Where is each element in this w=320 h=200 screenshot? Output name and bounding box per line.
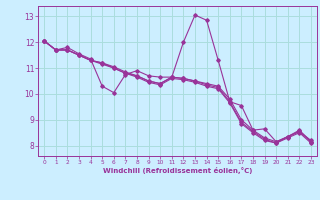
X-axis label: Windchill (Refroidissement éolien,°C): Windchill (Refroidissement éolien,°C) bbox=[103, 167, 252, 174]
